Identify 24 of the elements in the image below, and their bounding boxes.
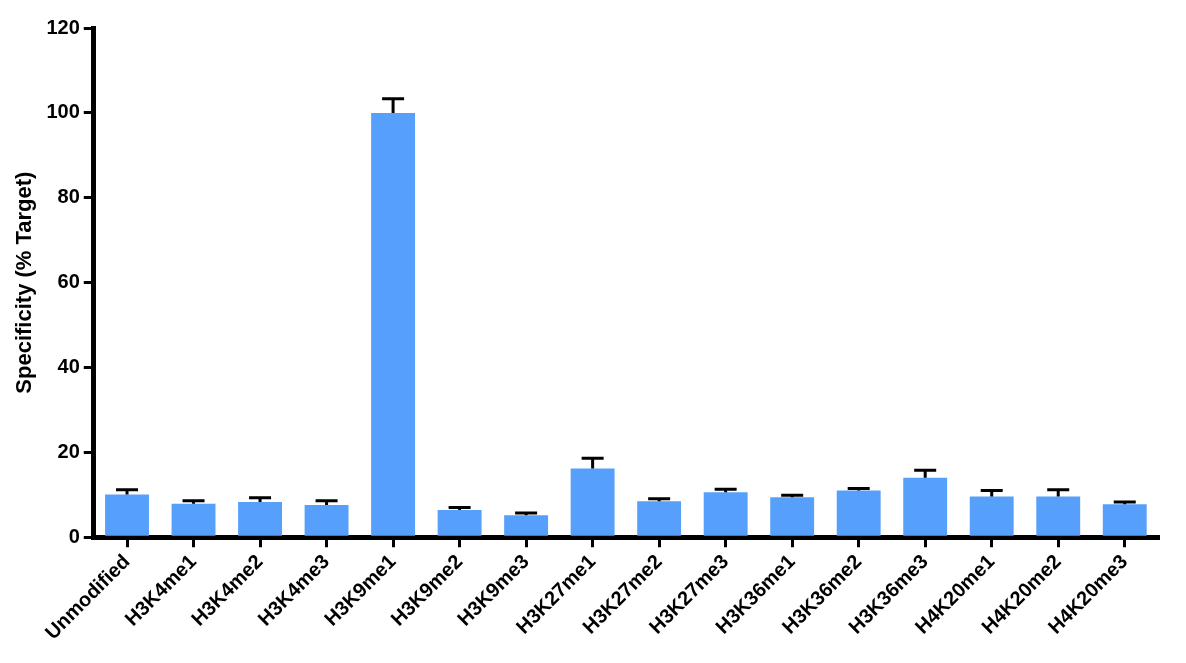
bar xyxy=(770,497,815,536)
bar xyxy=(570,468,615,536)
y-tick-label: 40 xyxy=(57,355,80,378)
bar xyxy=(105,494,149,536)
y-tick-label: 0 xyxy=(68,524,80,547)
bar xyxy=(171,503,216,536)
bar xyxy=(836,490,881,536)
bar xyxy=(371,112,416,536)
y-tick-label: 20 xyxy=(57,439,80,462)
bar xyxy=(703,492,748,536)
bar xyxy=(238,502,283,536)
bar xyxy=(637,501,682,536)
bar xyxy=(304,505,349,536)
bar xyxy=(504,515,549,536)
y-axis-title: Specificity (% Target) xyxy=(11,171,37,394)
y-tick-label: 100 xyxy=(46,100,80,123)
bar xyxy=(903,477,948,536)
bar xyxy=(1036,496,1081,536)
bar xyxy=(969,496,1014,536)
y-tick-label: 60 xyxy=(57,270,80,293)
bar xyxy=(437,510,482,536)
y-tick-label: 80 xyxy=(57,185,80,208)
bar xyxy=(1102,504,1147,536)
y-tick-label: 120 xyxy=(46,15,80,38)
